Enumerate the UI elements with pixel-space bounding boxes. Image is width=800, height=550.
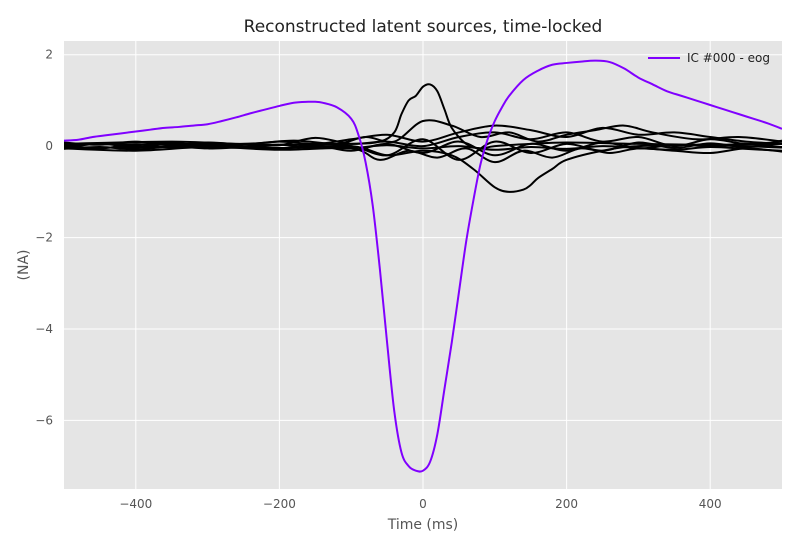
grid-vertical xyxy=(135,41,711,489)
x-tick-label: 200 xyxy=(555,497,578,511)
legend-entry: IC #000 - eog xyxy=(687,51,770,65)
y-tick-labels: 2 0 −2 −4 −6 xyxy=(35,48,53,428)
y-tick-label: −4 xyxy=(35,322,53,336)
y-axis-label: (NA) xyxy=(16,250,32,281)
series-line-eog xyxy=(64,59,782,473)
series-line-8 xyxy=(64,131,782,148)
x-tick-labels: −400 −200 0 200 400 xyxy=(119,497,721,511)
series-layer xyxy=(64,59,782,473)
x-tick-label: −400 xyxy=(119,497,152,511)
x-tick-label: 0 xyxy=(419,497,427,511)
chart-title: Reconstructed latent sources, time-locke… xyxy=(244,17,603,37)
x-axis-label: Time (ms) xyxy=(387,517,459,533)
y-tick-label: 2 xyxy=(45,48,53,62)
series-line-9 xyxy=(64,144,782,152)
y-tick-label: 0 xyxy=(45,139,53,153)
y-tick-label: −2 xyxy=(35,231,53,245)
legend: IC #000 - eog xyxy=(648,51,770,65)
x-tick-label: −200 xyxy=(263,497,296,511)
x-tick-label: 400 xyxy=(699,497,722,511)
y-tick-label: −6 xyxy=(35,413,53,427)
